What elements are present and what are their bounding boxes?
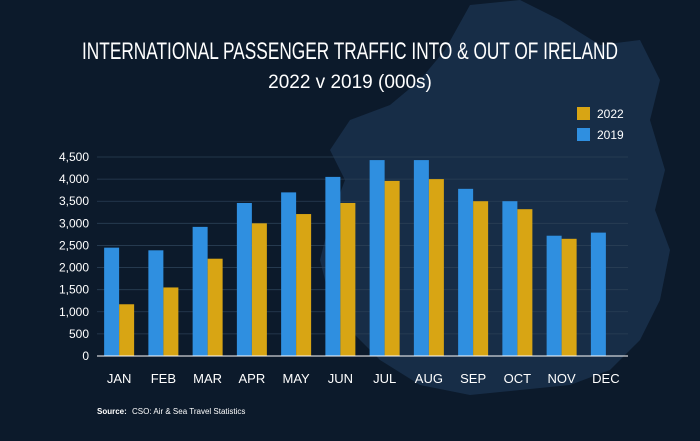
bar-2019-jul [369, 160, 385, 356]
x-category-label: MAY [283, 371, 311, 386]
x-category-label: SEP [460, 371, 486, 386]
source-text: CSO: Air & Sea Travel Statistics [132, 407, 245, 416]
bar-2022-oct [517, 209, 533, 356]
x-category-label: MAR [193, 371, 222, 386]
legend-label-2019: 2019 [597, 128, 624, 142]
bar-2019-feb [148, 250, 164, 356]
y-tick-label: 2,000 [59, 261, 89, 275]
x-category-label: FEB [151, 371, 176, 386]
bar-2019-jun [325, 176, 341, 356]
x-category-label: AUG [415, 371, 443, 386]
y-tick-label: 3,000 [59, 216, 89, 230]
bar-2019-jan [104, 247, 120, 356]
bar-2022-feb [163, 287, 179, 356]
bar-2019-nov [546, 235, 562, 356]
y-tick-label: 4,000 [59, 172, 89, 186]
legend-label-2022: 2022 [597, 107, 624, 121]
bar-2019-sep [458, 188, 474, 356]
x-category-label: OCT [504, 371, 532, 386]
legend: 2022 2019 [577, 107, 624, 142]
legend-swatch-2022 [577, 107, 590, 120]
bar-2022-nov [561, 238, 577, 356]
bar-2022-jul [384, 180, 400, 356]
x-category-label: NOV [548, 371, 577, 386]
bar-2019-apr [236, 202, 252, 356]
chart-title: INTERNATIONAL PASSENGER TRAFFIC INTO & O… [82, 38, 618, 65]
x-category-label: JUN [328, 371, 353, 386]
x-category-label: JAN [107, 371, 132, 386]
bar-2022-sep [473, 201, 489, 356]
bar-2022-apr [251, 223, 267, 356]
y-axis-ticks: 0 500 1,000 1,500 2,000 2,500 3,000 3,500 4,000 4… [59, 150, 89, 363]
y-tick-label: 1,000 [59, 305, 89, 319]
bar-2022-mar [207, 258, 223, 356]
bar-2019-mar [192, 226, 208, 356]
bar-2019-may [281, 192, 297, 356]
y-tick-label: 0 [82, 349, 89, 363]
y-tick-label: 3,500 [59, 194, 89, 208]
bars [104, 160, 606, 356]
x-category-label: APR [239, 371, 266, 386]
bar-2022-aug [428, 179, 444, 356]
bar-2022-jun [340, 202, 356, 356]
bar-2019-oct [502, 201, 518, 356]
x-axis-categories: JAN FEB MAR APR MAY JUN JUL AUG SEP OCT NOV DEC [107, 371, 620, 386]
chart-subtitle: 2022 v 2019 (000s) [268, 72, 432, 93]
bar-2022-jan [119, 304, 135, 356]
y-tick-label: 500 [69, 327, 89, 341]
legend-swatch-2019 [577, 128, 590, 141]
bar-2019-dec [590, 232, 606, 356]
bar-2022-may [296, 214, 312, 356]
x-category-label: JUL [373, 371, 396, 386]
y-tick-label: 1,500 [59, 283, 89, 297]
grid-lines [97, 156, 628, 335]
x-category-label: DEC [592, 371, 619, 386]
y-tick-label: 2,500 [59, 238, 89, 252]
y-tick-label: 4,500 [59, 150, 89, 164]
bar-2019-aug [413, 160, 429, 356]
ireland-map-shape [320, 0, 670, 395]
source-note: Source: CSO: Air & Sea Travel Statistics [97, 407, 245, 416]
source-label: Source: [97, 407, 127, 416]
